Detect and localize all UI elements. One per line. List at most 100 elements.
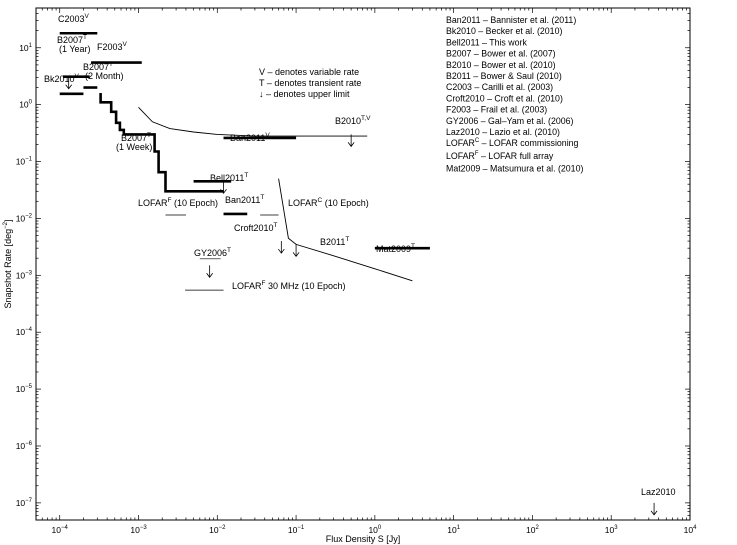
x-tick-label: 10−1 <box>288 525 305 535</box>
key-symbol: T <box>259 78 265 88</box>
reference-text: – Matsumura et al. (2010) <box>480 164 583 174</box>
key-text: – denotes transient rate <box>264 78 361 88</box>
key-entry: V – denotes variable rate <box>259 67 359 77</box>
x-axis-title: Flux Density S [Jy] <box>326 534 401 544</box>
annotation-label-sup: T <box>227 247 231 254</box>
reference-entry: B2011 – Bower & Saul (2010) <box>446 71 562 81</box>
y-tick-label-exp: −6 <box>25 441 33 447</box>
reference-key: Bk2010 <box>446 26 476 36</box>
annotation-label: LOFARF 30 MHz (10 Epoch) <box>232 280 346 291</box>
annotation-sublabel: (2 Month) <box>85 71 124 81</box>
reference-text: – This work <box>480 37 528 47</box>
reference-key: B2010 <box>446 60 472 70</box>
annotation-label-tail: (10 Epoch) <box>322 198 369 208</box>
reference-text: – Bannister et al. (2011) <box>481 15 577 25</box>
y-tick-label: 10−2 <box>16 213 33 223</box>
annotation-label: LOFARF (10 Epoch) <box>138 197 218 208</box>
annotation-label-text: Bell2011 <box>210 173 244 183</box>
y-axis-title: Snapshot Rate [deg−2] <box>3 220 13 309</box>
annotation-label-text: Ban2011 <box>230 133 265 143</box>
annotation-label: B2007T <box>83 61 113 72</box>
annotation-label-text: Laz2010 <box>641 487 676 497</box>
key-entry: ↓ – denotes upper limit <box>259 89 350 99</box>
y-tick-label-exp: −1 <box>25 157 33 163</box>
reference-key: Croft2010 <box>446 93 485 103</box>
annotation-label: Bell2011T <box>210 172 248 183</box>
x-tick-label-base: 10 <box>526 525 536 535</box>
reference-entry: B2010 – Bower et al. (2010) <box>446 60 556 70</box>
x-tick-label-base: 10 <box>130 525 140 535</box>
key-text: – denotes variable rate <box>265 67 359 77</box>
plot-frame <box>35 7 691 521</box>
y-tick-label-base: 10 <box>16 384 26 394</box>
y-tick-label: 10−1 <box>16 157 33 167</box>
reference-entry: GY2006 – Gal–Yam et al. (2006) <box>446 116 574 126</box>
annotation-label-sup: T <box>260 194 264 201</box>
reference-key: LOFAR <box>446 151 475 161</box>
y-tick-label: 10−3 <box>16 270 33 280</box>
y-tick-label-exp: 0 <box>29 100 33 106</box>
annotation-label: Mat2009T <box>376 243 415 254</box>
annotation-sublabel: (1 Year) <box>59 44 91 54</box>
annotation-label: GY2006T <box>194 247 231 258</box>
annotation-label-sup: T <box>83 34 87 41</box>
annotation-label-text: Croft2010 <box>234 223 274 233</box>
reference-text: – Bower & Saul (2010) <box>471 71 562 81</box>
reference-key: B2011 <box>446 71 471 81</box>
x-tick-label-exp: −1 <box>297 525 305 531</box>
reference-text: – LOFAR full array <box>479 151 554 161</box>
annotation-label-text: LOFAR <box>138 198 168 208</box>
x-tick-label-exp: 2 <box>535 525 539 531</box>
annotation-label: Croft2010T <box>234 222 278 233</box>
annotation-label: LOFARC (10 Epoch) <box>288 197 369 208</box>
x-tick-label-base: 10 <box>52 525 62 535</box>
annotation-label-sup: C <box>318 197 323 204</box>
y-tick-label-base: 10 <box>16 213 26 223</box>
annotation-label-sup: V <box>265 132 270 139</box>
x-tick-label: 10−3 <box>130 525 147 535</box>
annotation-label-sup: F <box>262 280 266 287</box>
reference-entry: B2007 – Bower et al. (2007) <box>446 49 556 59</box>
reference-text: – Becker et al. (2010) <box>476 26 563 36</box>
reference-entry: Ban2011 – Bannister et al. (2011) <box>446 15 576 25</box>
annotation-label-text: Ban2011 <box>225 195 260 205</box>
annotation-label-sup: T,V <box>361 115 371 122</box>
key-text: – denotes upper limit <box>264 89 351 99</box>
annotation-label-text: B2007 <box>83 62 109 72</box>
reference-key: Laz2010 <box>446 127 480 137</box>
annotation-label-tail: 30 MHz (10 Epoch) <box>266 281 346 291</box>
reference-key: Mat2009 <box>446 164 480 174</box>
reference-key: F2003 <box>446 105 471 115</box>
x-tick-label-base: 10 <box>447 525 457 535</box>
annotation-label-text: Bk2010 <box>44 74 75 84</box>
reference-text: – Croft et al. (2010) <box>485 93 563 103</box>
upper-limit-arrowhead <box>278 248 285 254</box>
annotation-label-text: B2007 <box>121 133 147 143</box>
y-tick-label: 10−6 <box>16 441 33 451</box>
x-tick-label-exp: 0 <box>378 525 382 531</box>
reference-key: B2007 <box>446 49 472 59</box>
upper-limit-arrowhead <box>347 142 355 148</box>
data-marks <box>59 31 658 516</box>
series-line <box>278 178 413 282</box>
annotation-label: B2011T <box>320 236 349 247</box>
key-entry: T – denotes transient rate <box>259 78 361 88</box>
annotation-label-text: C2003 <box>58 14 85 24</box>
annotation-label: B2010T,V <box>335 115 371 126</box>
x-tick-label-exp: −3 <box>140 525 148 531</box>
reference-key: C2003 <box>446 82 472 92</box>
x-tick-label-exp: −4 <box>61 525 69 531</box>
reference-text: – LOFAR commissioning <box>479 138 578 148</box>
upper-limit-arrowhead <box>220 189 227 194</box>
reference-entry: C2003 – Carilli et al. (2003) <box>446 82 553 92</box>
y-tick-label-exp: −7 <box>25 498 33 504</box>
key-symbol: V <box>259 67 265 77</box>
upper-limit-arrowhead <box>650 510 658 516</box>
annotation-label: Ban2011T <box>225 194 264 205</box>
annotation-label-text: LOFAR <box>288 198 318 208</box>
annotation-label-sup: F <box>168 197 172 204</box>
reference-key: GY2006 <box>446 116 478 126</box>
